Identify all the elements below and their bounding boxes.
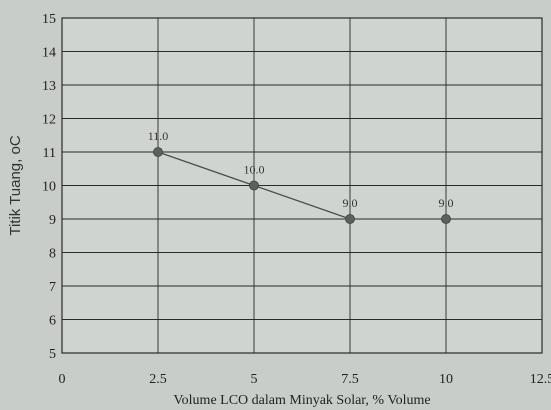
x-tick-label: 10 bbox=[439, 372, 453, 387]
y-tick-label: 11 bbox=[43, 146, 56, 161]
data-point bbox=[345, 214, 355, 224]
y-tick-label: 12 bbox=[42, 113, 56, 128]
y-tick-label: 5 bbox=[49, 347, 56, 362]
data-point bbox=[441, 214, 451, 224]
x-tick-label: 2.5 bbox=[149, 372, 167, 387]
x-tick-label: 0 bbox=[59, 372, 66, 387]
y-tick-label: 15 bbox=[42, 12, 56, 27]
data-point bbox=[153, 147, 163, 157]
data-label: 9.0 bbox=[439, 196, 454, 210]
y-tick-label: 10 bbox=[42, 180, 56, 195]
x-tick-label: 5 bbox=[251, 372, 258, 387]
x-axis-ticks: 0 2.5 5 7.5 10 12.5 bbox=[59, 372, 551, 387]
data-label: 10.0 bbox=[244, 163, 265, 177]
data-point bbox=[249, 180, 259, 191]
y-axis-ticks: 5 6 7 8 9 10 11 12 13 14 15 bbox=[42, 12, 56, 362]
y-tick-label: 8 bbox=[49, 247, 56, 262]
series-layer: 11.0 10.0 9.0 9.0 bbox=[148, 129, 454, 224]
x-tick-label: 7.5 bbox=[341, 372, 359, 387]
y-tick-label: 14 bbox=[42, 46, 56, 61]
x-axis-title: Volume LCO dalam Minyak Solar, % Volume bbox=[173, 393, 430, 408]
y-tick-label: 7 bbox=[49, 280, 56, 295]
data-label: 11.0 bbox=[148, 129, 169, 143]
y-tick-label: 13 bbox=[42, 79, 56, 94]
data-label: 9.0 bbox=[343, 196, 358, 210]
x-tick-label: 12.5 bbox=[530, 372, 551, 387]
plot-frame bbox=[61, 17, 543, 354]
series-line bbox=[157, 151, 446, 220]
y-tick-label: 6 bbox=[49, 314, 56, 329]
y-tick-label: 9 bbox=[49, 213, 56, 228]
y-axis-title: Titik Tuang, oC bbox=[7, 135, 24, 235]
